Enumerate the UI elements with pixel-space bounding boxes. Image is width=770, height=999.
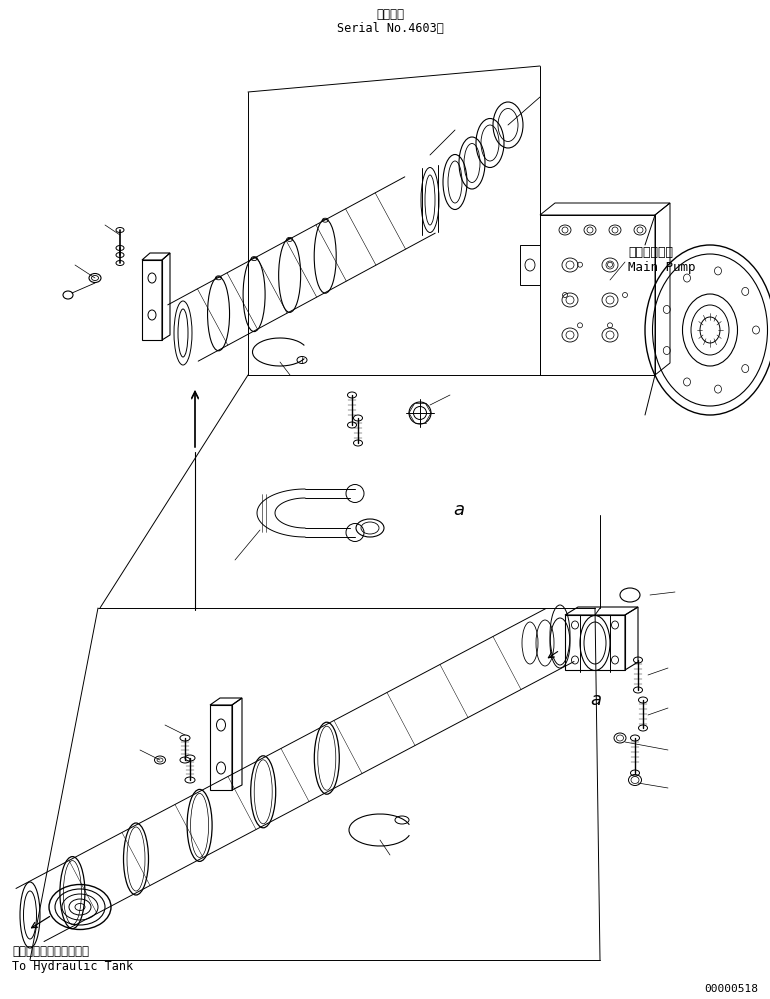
Text: ハイドロリックタンクへ: ハイドロリックタンクへ <box>12 945 89 958</box>
Text: a: a <box>590 691 601 709</box>
Text: 適用号機: 適用号機 <box>376 8 404 21</box>
Text: 00000518: 00000518 <box>704 984 758 994</box>
Text: Main Pump: Main Pump <box>628 262 695 275</box>
Text: a: a <box>453 501 464 519</box>
Text: Serial No.4603～: Serial No.4603～ <box>336 22 444 35</box>
Text: メインポンプ: メインポンプ <box>628 247 673 260</box>
Text: To Hydraulic Tank: To Hydraulic Tank <box>12 960 133 973</box>
